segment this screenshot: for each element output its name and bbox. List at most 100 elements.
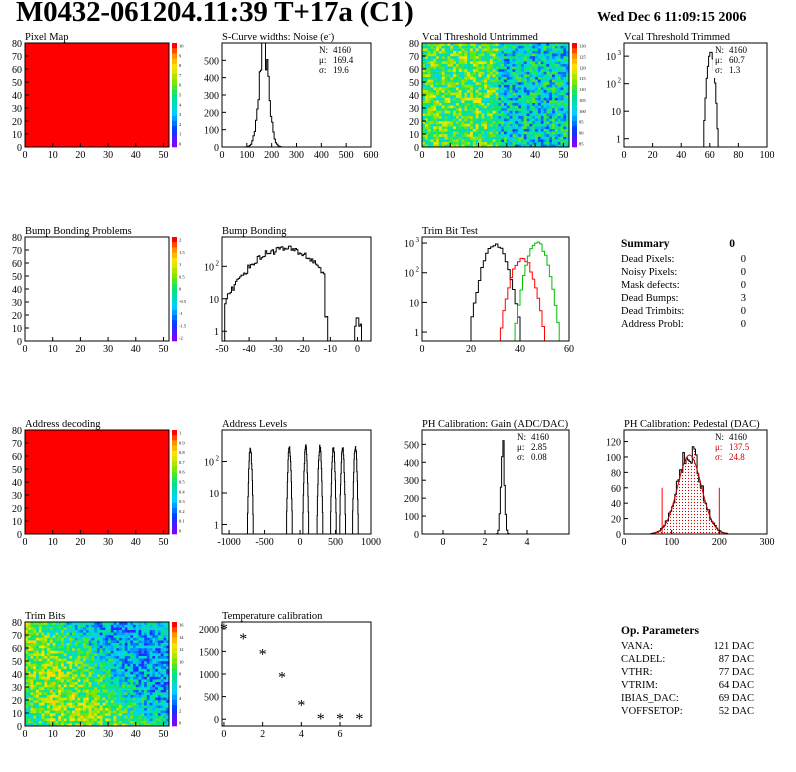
heatmap-cell <box>557 79 561 83</box>
color-scale-step <box>172 304 177 311</box>
heatmap-cell <box>492 128 496 132</box>
heatmap-cell <box>543 56 547 59</box>
heatmap-cell <box>94 689 98 693</box>
heatmap-cell <box>495 89 499 93</box>
heatmap-cell <box>453 102 457 106</box>
heatmap-cell <box>554 136 558 140</box>
heatmap-cell <box>427 84 431 88</box>
heatmap-cell <box>436 56 440 59</box>
heatmap-cell <box>427 131 431 135</box>
heatmap-cell <box>475 66 479 70</box>
heatmap-cell <box>72 674 76 677</box>
heatmap-cell <box>566 141 570 145</box>
heatmap-cell <box>450 141 454 145</box>
stats-value: 2.85 <box>531 442 547 452</box>
heatmap-cell <box>552 84 556 88</box>
heatmap-cell <box>529 136 533 140</box>
heatmap-cell <box>503 126 508 129</box>
summary-value: 0 <box>741 319 746 330</box>
heatmap-cell <box>481 144 485 148</box>
heatmap-cell <box>475 100 479 103</box>
heatmap-cell <box>49 692 53 695</box>
color-scale-step <box>572 105 577 111</box>
heatmap-cell <box>515 128 519 132</box>
heatmap-cell <box>433 100 437 103</box>
heatmap-cell <box>72 689 76 693</box>
y-tick-label: 40 <box>12 91 22 102</box>
heatmap-cell <box>481 79 485 83</box>
heatmap-cell <box>41 622 45 625</box>
heatmap-cell <box>152 715 156 719</box>
heatmap-cell <box>119 642 123 646</box>
heatmap-cell <box>422 71 426 75</box>
heatmap-cell <box>88 684 92 688</box>
heatmap-cell <box>55 622 59 625</box>
heatmap-cell <box>484 121 488 124</box>
heatmap-cell <box>113 637 117 641</box>
heatmap-cell <box>444 121 448 124</box>
heatmap-cell <box>484 50 488 54</box>
color-scale-label: 5 <box>179 93 182 98</box>
heatmap-cell <box>422 134 426 137</box>
heatmap-cell <box>467 123 471 127</box>
heatmap-cell <box>80 632 84 636</box>
heatmap-cell <box>566 105 570 109</box>
heatmap-cell <box>138 705 142 708</box>
heatmap-cell <box>506 141 510 145</box>
heatmap-cell <box>529 82 533 85</box>
heatmap-cell <box>135 655 139 659</box>
heatmap-cell <box>560 97 564 101</box>
heatmap-cell <box>36 661 40 664</box>
heatmap-cell <box>481 58 485 62</box>
heatmap-cell <box>88 622 92 625</box>
heatmap-cell <box>138 694 142 698</box>
heatmap-cell <box>69 653 73 656</box>
color-scale-step <box>172 335 177 342</box>
heatmap-cell <box>549 92 553 96</box>
x-tick-label: 4 <box>299 729 304 740</box>
heatmap-cell <box>444 134 448 137</box>
heatmap-cell <box>77 689 81 693</box>
heatmap-cell <box>557 123 561 127</box>
heatmap-cell <box>422 121 426 124</box>
heatmap-cell <box>441 141 445 145</box>
heatmap-cell <box>72 707 76 711</box>
heatmap-cell <box>138 632 142 636</box>
heatmap-cell <box>560 74 564 77</box>
heatmap-cell <box>127 661 131 664</box>
heatmap-cell <box>549 115 553 119</box>
heatmap-cell <box>63 676 67 680</box>
heatmap-cell <box>487 141 491 145</box>
heatmap-cell <box>163 642 167 646</box>
heatmap-cell <box>540 50 544 54</box>
x-tick-label: 0 <box>23 150 28 161</box>
heatmap-cell <box>127 713 131 716</box>
color-scale-label: 2 <box>179 238 181 243</box>
heatmap-cell <box>422 45 426 49</box>
heatmap-cell <box>83 624 87 628</box>
heatmap-cell <box>430 61 434 64</box>
heatmap-cell <box>113 679 117 682</box>
heatmap-cell <box>441 66 445 70</box>
heatmap-cell <box>83 637 87 641</box>
heatmap-cell <box>27 689 31 693</box>
heatmap-cell <box>441 134 445 137</box>
heatmap-cell <box>44 671 48 675</box>
heatmap-cell <box>484 95 488 98</box>
heatmap-cell <box>532 141 536 145</box>
stats-box <box>515 431 567 465</box>
heatmap-cell <box>83 640 87 643</box>
heatmap-cell <box>464 61 468 64</box>
heatmap-cell <box>560 66 564 70</box>
heatmap-cell <box>464 144 468 148</box>
heatmap-cell <box>27 668 31 672</box>
heatmap-cell <box>481 69 485 72</box>
heatmap-cell <box>102 635 106 638</box>
heatmap-cell <box>119 710 123 714</box>
heatmap-cell <box>532 87 536 90</box>
heatmap-cell <box>458 110 462 114</box>
heatmap-cell <box>475 126 479 129</box>
heatmap-cell <box>146 642 150 646</box>
heatmap-cell <box>484 136 488 140</box>
